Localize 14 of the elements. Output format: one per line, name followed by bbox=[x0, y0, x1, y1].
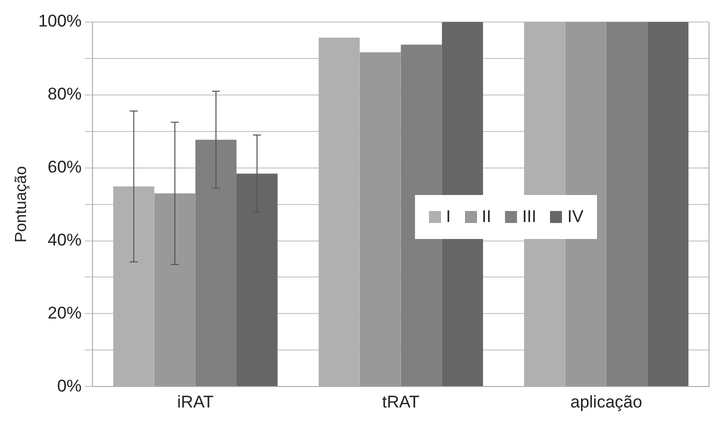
y-tick-label: 20% bbox=[48, 303, 82, 322]
legend-label: IV bbox=[567, 207, 584, 227]
y-axis-title: Pontuação bbox=[13, 166, 30, 243]
y-tick-label: 80% bbox=[48, 84, 82, 104]
legend-label: III bbox=[522, 207, 536, 227]
y-tick-label: 0% bbox=[57, 376, 82, 396]
legend-label: II bbox=[482, 207, 492, 227]
x-tick-label: tRAT bbox=[382, 392, 420, 412]
legend-label: I bbox=[446, 207, 451, 227]
y-tick-label: 40% bbox=[48, 230, 82, 250]
x-tick-label: iRAT bbox=[177, 392, 214, 412]
x-tick-label: aplicação bbox=[570, 392, 642, 412]
y-tick-label: 100% bbox=[38, 12, 82, 31]
y-tick-label: 60% bbox=[48, 158, 82, 177]
